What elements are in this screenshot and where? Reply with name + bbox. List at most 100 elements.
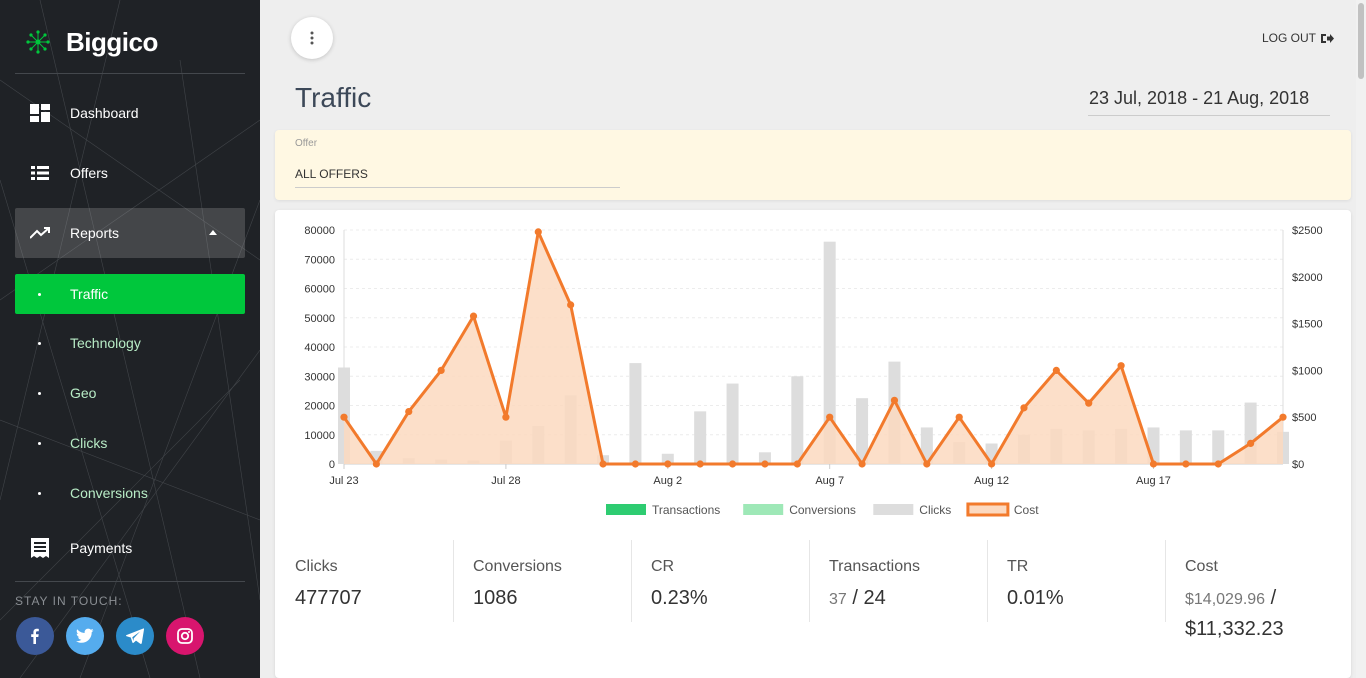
stats-row: Clicks 477707 Conversions 1086 CR 0.23% … [275,540,1351,650]
bullet-icon [38,491,41,495]
twitter-button[interactable] [66,617,104,655]
legend-swatch [966,502,1010,517]
traffic-chart-card: 0 10000 20000 30000 40000 50000 60000 70000 8000… [275,210,1351,678]
sidebar-item-dashboard[interactable]: Dashboard [15,88,245,138]
stat-clicks: Clicks 477707 [275,540,453,622]
receipt-icon [29,537,51,559]
cost-point [372,460,380,468]
stat-label: Cost [1185,558,1218,575]
sidebar-subitem-geo[interactable]: Geo [15,373,245,413]
cost-point [728,460,737,468]
y-axis-left-tick-label: 0 [329,459,335,471]
cost-point [405,407,413,416]
y-axis-right-tick-label: $1500 [1292,319,1323,331]
sidebar-subitem-traffic[interactable]: Traffic [15,274,245,314]
stat-value: / 24 [852,587,886,609]
sidebar-subitem-conversions[interactable]: Conversions [15,473,245,513]
sidebar-item-payments[interactable]: Payments [15,523,245,573]
x-axis-tick-label: Jul 28 [491,475,520,487]
facebook-button[interactable] [16,617,54,655]
offer-filter-panel: Offer ALL OFFERS [275,130,1351,200]
stat-value-group: $14,029.96 / [1185,587,1276,610]
cost-point [502,413,510,421]
legend-swatch [743,504,784,515]
sidebar-subitem-label: Geo [70,385,97,401]
stat-divider [1165,540,1166,622]
x-axis-tick-label: Jul 23 [329,475,358,487]
y-axis-left-tick-label: 60000 [304,284,335,296]
legend-swatch [873,504,914,515]
sidebar-subitem-label: Conversions [70,485,148,501]
sidebar-subitem-label: Technology [70,335,141,351]
sidebar-subitem-technology[interactable]: Technology [15,323,245,363]
telegram-icon [126,628,144,644]
x-axis-tick-label: Aug 7 [815,475,844,487]
stat-divider [453,540,454,622]
stat-value: 0.01% [1007,587,1064,609]
cost-area [344,231,1283,464]
sidebar-item-label: Offers [70,165,108,181]
bullet-icon [38,441,41,445]
cost-point [340,413,348,421]
y-axis-left-tick-label: 10000 [304,430,335,442]
stat-label: Clicks [295,558,338,575]
instagram-button[interactable] [166,617,204,655]
cost-point [567,301,575,309]
legend-label: Conversions [789,503,856,517]
cost-line [342,230,1284,466]
cost-point [1052,366,1060,374]
cost-point [437,366,445,374]
cost-point [793,460,801,468]
stat-value-group: 37 / 24 [829,587,886,610]
offer-filter-label: Offer [295,138,318,149]
sidebar-item-reports[interactable]: Reports [15,208,245,258]
stat-label: TR [1007,558,1029,575]
y-axis-right-tick-label: $2500 [1292,225,1323,237]
bar-clicks [629,363,642,464]
cost-point [696,460,704,468]
sidebar-subitem-label: Traffic [70,286,109,302]
y-axis-left-tick-label: 30000 [304,371,335,383]
y-axis-right-tick-label: $2000 [1292,272,1323,284]
stat-value-secondary: $11,332.23 [1185,618,1284,640]
cost-point [1214,460,1222,468]
stat-divider [987,540,988,622]
stat-value: 1086 [473,587,518,609]
telegram-button[interactable] [116,617,154,655]
cost-point [1020,404,1028,412]
sidebar-item-offers[interactable]: Offers [15,148,245,198]
y-axis-left-tick-label: 80000 [304,225,335,237]
cost-point [890,396,899,404]
offer-filter-select[interactable]: ALL OFFERS [295,167,620,188]
y-axis-left-tick-label: 40000 [304,342,335,354]
cost-point [826,413,834,421]
dashboard-icon [29,102,51,124]
sidebar: Biggico Dashboard Offers Reports Traffic… [0,0,260,678]
date-range-picker[interactable]: 23 Jul, 2018 - 21 Aug, 2018 [1088,88,1330,116]
legend-swatch [606,504,646,515]
cost-point [858,460,866,468]
stat-label: Conversions [473,558,562,575]
sidebar-item-label: Reports [70,225,120,241]
sidebar-subitem-clicks[interactable]: Clicks [15,423,245,463]
legend-label: Clicks [919,503,951,517]
more-menu-button[interactable] [291,17,333,59]
stat-value: 0.23% [651,587,708,609]
twitter-icon [76,628,94,643]
cost-point [534,228,542,236]
bar-clicks [1212,430,1225,464]
main-content: LOG OUT Traffic 23 Jul, 2018 - 21 Aug, 2… [260,0,1356,678]
background-network-pattern [0,0,260,678]
stat-cr: CR 0.23% [631,540,809,622]
cost-point [631,460,640,468]
sidebar-divider [15,581,245,582]
brand-logo[interactable]: Biggico [24,22,158,62]
cost-point [1247,439,1255,448]
cost-point [1182,460,1190,468]
logout-button[interactable]: LOG OUT [1262,31,1334,45]
traffic-chart: 0 10000 20000 30000 40000 50000 60000 70000 8000… [304,225,1323,517]
brand-name: Biggico [66,26,158,57]
page-scrollbar[interactable] [1356,0,1366,678]
stat-value-small: $14,029.96 [1185,591,1266,608]
scrollbar-thumb[interactable] [1358,3,1364,79]
